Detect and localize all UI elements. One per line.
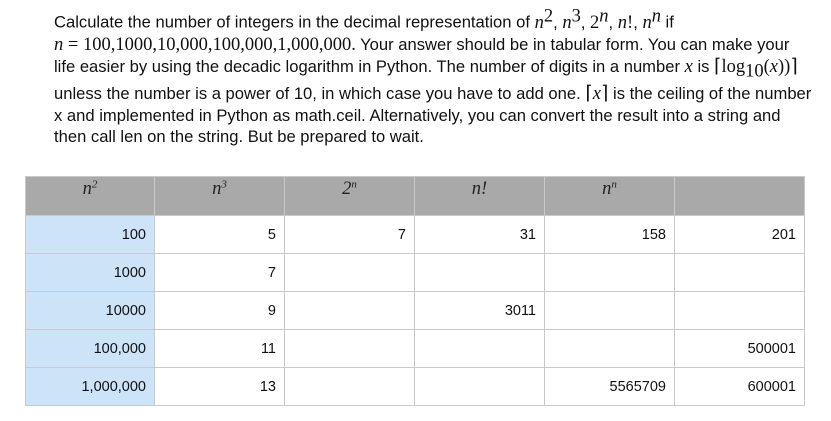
row-n-value: 100	[25, 215, 155, 254]
ceil-explanation: is the ceiling of the number x and imple…	[54, 83, 812, 147]
n-equation: n = 100,1000,10,000,100,000,1,000,000.	[54, 34, 356, 55]
table-cell: 201	[674, 215, 805, 254]
table-cell	[674, 291, 805, 330]
table-cell	[284, 253, 415, 292]
problem-body: Your answer should be in tabular form. Y…	[54, 34, 790, 77]
table-cell	[544, 291, 675, 330]
row-n-value: 1,000,000	[25, 367, 155, 406]
table-cell: 500001	[674, 329, 805, 368]
table-row: 100 5 7 31 158 201	[25, 215, 805, 254]
table-cell: 158	[544, 215, 675, 254]
table-row: 1,000,000 13 5565709 600001	[25, 367, 805, 406]
table-cell: 5	[154, 215, 285, 254]
table-row: 1000 7	[25, 253, 805, 292]
table-row: 100,000 11 500001	[25, 329, 805, 368]
header-n: n2	[25, 176, 155, 216]
table-cell: 3011	[414, 291, 545, 330]
table-cell	[544, 329, 675, 368]
header-two-pow-n: n!	[414, 176, 545, 216]
table-cell	[284, 329, 415, 368]
problem-line1-suffix: if	[660, 12, 674, 32]
is-text: is	[692, 57, 715, 77]
problem-line1-prefix: Calculate the number of integers in the …	[54, 12, 535, 32]
table-cell	[544, 253, 675, 292]
digits-table: n2 n3 2n n! nn 100 5 7 31 158 201 1000 7…	[25, 176, 805, 406]
table-cell: 9	[154, 291, 285, 330]
table-cell: 7	[284, 215, 415, 254]
table-cell	[284, 291, 415, 330]
math-expression-list: n2, n3, 2n, n!, nn	[534, 6, 661, 33]
n-values: 100,1000,10,000,100,000,1,000,000.	[82, 34, 356, 55]
ceil-log-expression: ⌈log10(x))⌉	[714, 55, 798, 82]
table-cell: 13	[154, 367, 285, 406]
header-row: n2 n3 2n n! nn	[25, 176, 805, 216]
header-n-cubed: 2n	[284, 176, 415, 216]
row-n-value: 100,000	[25, 329, 155, 368]
ceil-x-expression: ⌈x⌉	[585, 81, 609, 104]
table-cell	[284, 367, 415, 406]
math-x: x	[684, 57, 693, 78]
table-cell	[674, 253, 805, 292]
row-n-value: 1000	[25, 253, 155, 292]
table-cell: 600001	[674, 367, 805, 406]
header-n-factorial: nn	[544, 176, 675, 216]
header-n-squared: n3	[154, 176, 285, 216]
header-n-pow-n	[674, 176, 805, 216]
table-cell	[414, 253, 545, 292]
table-row: 10000 9 3011	[25, 291, 805, 330]
table-cell: 5565709	[544, 367, 675, 406]
table-cell	[414, 367, 545, 406]
table-cell: 7	[154, 253, 285, 292]
problem-statement: Calculate the number of integers in the …	[54, 6, 814, 148]
row-n-value: 10000	[25, 291, 155, 330]
table-cell	[414, 329, 545, 368]
table-cell: 31	[414, 215, 545, 254]
unless-text: unless the number is a power of 10, in w…	[54, 83, 586, 103]
table-cell: 11	[154, 329, 285, 368]
